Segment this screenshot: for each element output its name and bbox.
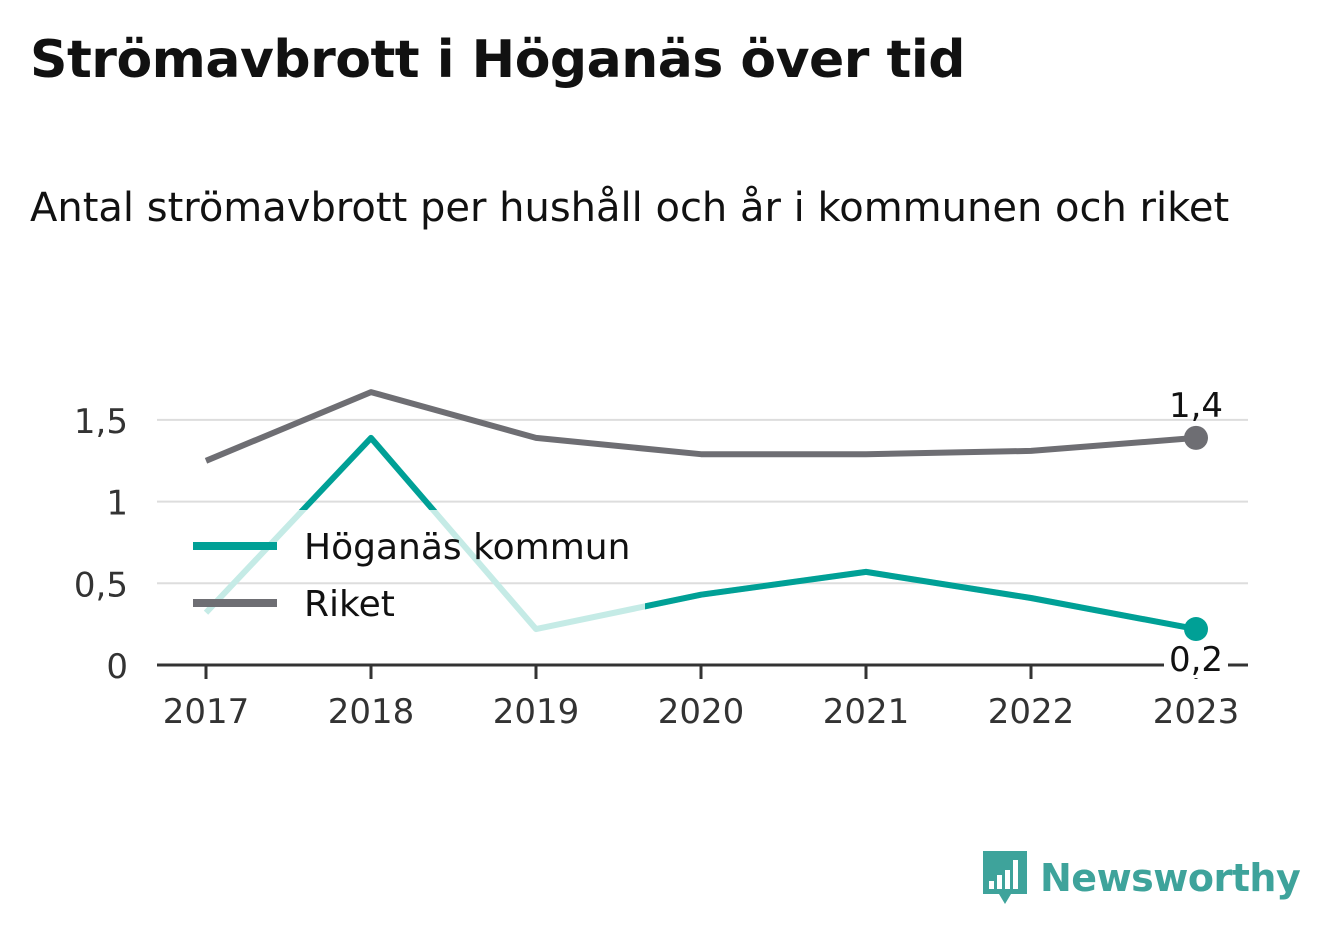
end-label-riket: 1,4 bbox=[1169, 386, 1223, 426]
end-point-riket bbox=[1184, 425, 1208, 450]
x-tick-label: 2022 bbox=[988, 692, 1075, 732]
x-tick-label: 2018 bbox=[328, 692, 415, 732]
x-tick-label: 2019 bbox=[493, 692, 580, 732]
x-tick-label: 2023 bbox=[1153, 692, 1240, 732]
y-tick-label: 1 bbox=[106, 484, 128, 524]
y-tick-label: 1,5 bbox=[74, 402, 128, 442]
brand-logo: Newsworthy bbox=[980, 848, 1301, 908]
x-tick-label: 2020 bbox=[658, 692, 745, 732]
chart-subtitle: Antal strömavbrott per hushåll och år i … bbox=[30, 185, 1230, 231]
brand-name: Newsworthy bbox=[1040, 856, 1301, 900]
legend-label-riket: Riket bbox=[304, 584, 395, 625]
y-tick-label: 0 bbox=[106, 647, 128, 687]
end-point-hoganas bbox=[1184, 617, 1208, 642]
series-line-riket bbox=[204, 389, 1197, 464]
chart-title: Strömavbrott i Höganäs över tid bbox=[30, 30, 965, 90]
legend-label-hoganas: Höganäs kommun bbox=[304, 527, 630, 568]
y-tick-label: 0,5 bbox=[74, 565, 128, 605]
x-tick-label: 2017 bbox=[163, 692, 250, 732]
end-label-hoganas: 0,2 bbox=[1169, 640, 1223, 680]
x-tick-label: 2021 bbox=[823, 692, 910, 732]
bar-chart-bubble-icon bbox=[983, 851, 1027, 904]
series-line-hoganas bbox=[203, 434, 1197, 633]
end-label-hoganas-bg bbox=[1164, 642, 1228, 678]
